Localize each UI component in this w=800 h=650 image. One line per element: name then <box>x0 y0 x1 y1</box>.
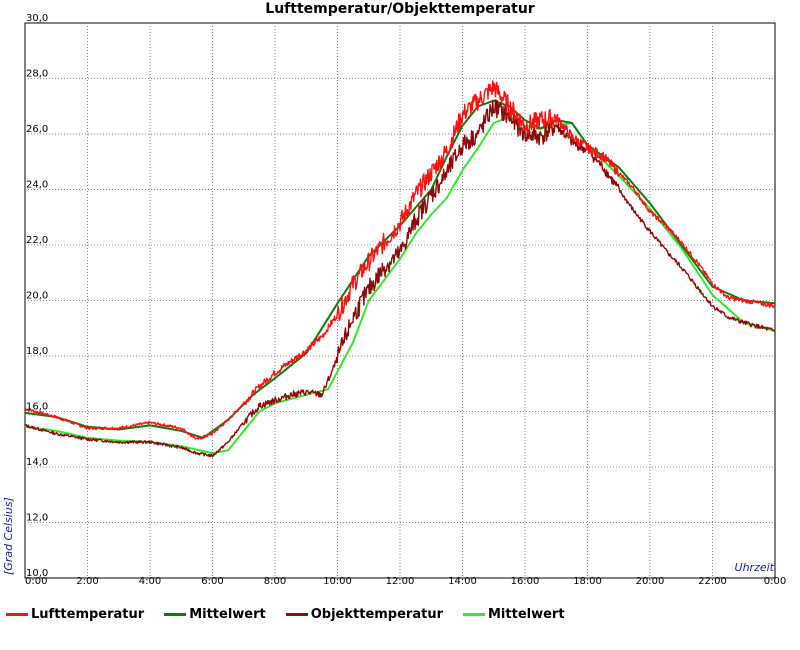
x-tick-label: 8:00 <box>264 576 286 587</box>
x-tick-label: 10:00 <box>323 576 352 587</box>
y-tick-label: 28,0 <box>26 69 48 80</box>
legend-label: Lufttemperatur <box>31 607 145 622</box>
x-tick-label: 2:00 <box>76 576 98 587</box>
series-layer <box>24 80 776 458</box>
legend-label: Mittelwert <box>189 607 266 622</box>
y-tick-label: 30,0 <box>26 13 48 24</box>
x-axis-label: Uhrzeit <box>735 561 775 574</box>
series-line-1 <box>24 99 776 439</box>
legend-swatch <box>285 613 308 616</box>
x-tick-label: 16:00 <box>511 576 540 587</box>
y-tick-label: 24,0 <box>26 180 48 191</box>
y-tick-label: 22,0 <box>26 235 48 246</box>
legend-swatch <box>463 613 485 616</box>
legend-item-mittelwert-objekt: Mittelwert <box>463 607 565 622</box>
legend-item-objekttemperatur: Objekttemperatur <box>285 607 443 622</box>
legend-item-lufttemperatur: Lufttemperatur <box>6 607 144 622</box>
legend-label: Objekttemperatur <box>310 607 443 622</box>
series-line-0 <box>24 80 776 440</box>
x-tick-label: 20:00 <box>636 576 665 587</box>
x-tick-label: 14:00 <box>448 576 477 587</box>
legend-swatch <box>164 613 187 616</box>
y-tick-label: 20,0 <box>26 291 48 302</box>
legend-label: Mittelwert <box>488 607 565 622</box>
legend: Lufttemperatur Mittelwert Objekttemperat… <box>6 607 585 622</box>
y-axis-label: [Grad Celsius] <box>2 497 15 575</box>
x-tick-label: 12:00 <box>386 576 415 587</box>
y-tick-label: 26,0 <box>26 124 48 135</box>
y-axis-ticks: 10,0 12,0 14,0 16,0 18,0 20,0 22,0 24,0 26,0 28,0… <box>26 13 48 579</box>
x-tick-label: 6:00 <box>201 576 223 587</box>
legend-swatch <box>6 613 28 616</box>
grid <box>25 23 775 578</box>
y-tick-label: 12,0 <box>26 513 48 524</box>
x-tick-label: 22:00 <box>698 576 727 587</box>
x-tick-label: 18:00 <box>573 576 602 587</box>
x-tick-label: 0:00 <box>764 576 786 587</box>
legend-item-mittelwert-luft: Mittelwert <box>164 607 266 622</box>
x-tick-label: 0:00 <box>25 576 47 587</box>
y-tick-label: 14,0 <box>26 457 48 468</box>
y-tick-label: 18,0 <box>26 346 48 357</box>
series-line-2 <box>24 99 776 458</box>
y-tick-label: 16,0 <box>26 402 48 413</box>
x-axis-ticks: 0:00 2:00 4:00 6:00 8:00 10:00 12:00 14:00 16:00… <box>25 576 786 587</box>
chart-title: Lufttemperatur/Objekttemperatur <box>265 1 535 17</box>
x-tick-label: 4:00 <box>139 576 161 587</box>
y-tick-label: 10,0 <box>26 568 48 579</box>
chart: Lufttemperatur/Objekttemperatur 10,0 12,0… <box>2 1 786 587</box>
